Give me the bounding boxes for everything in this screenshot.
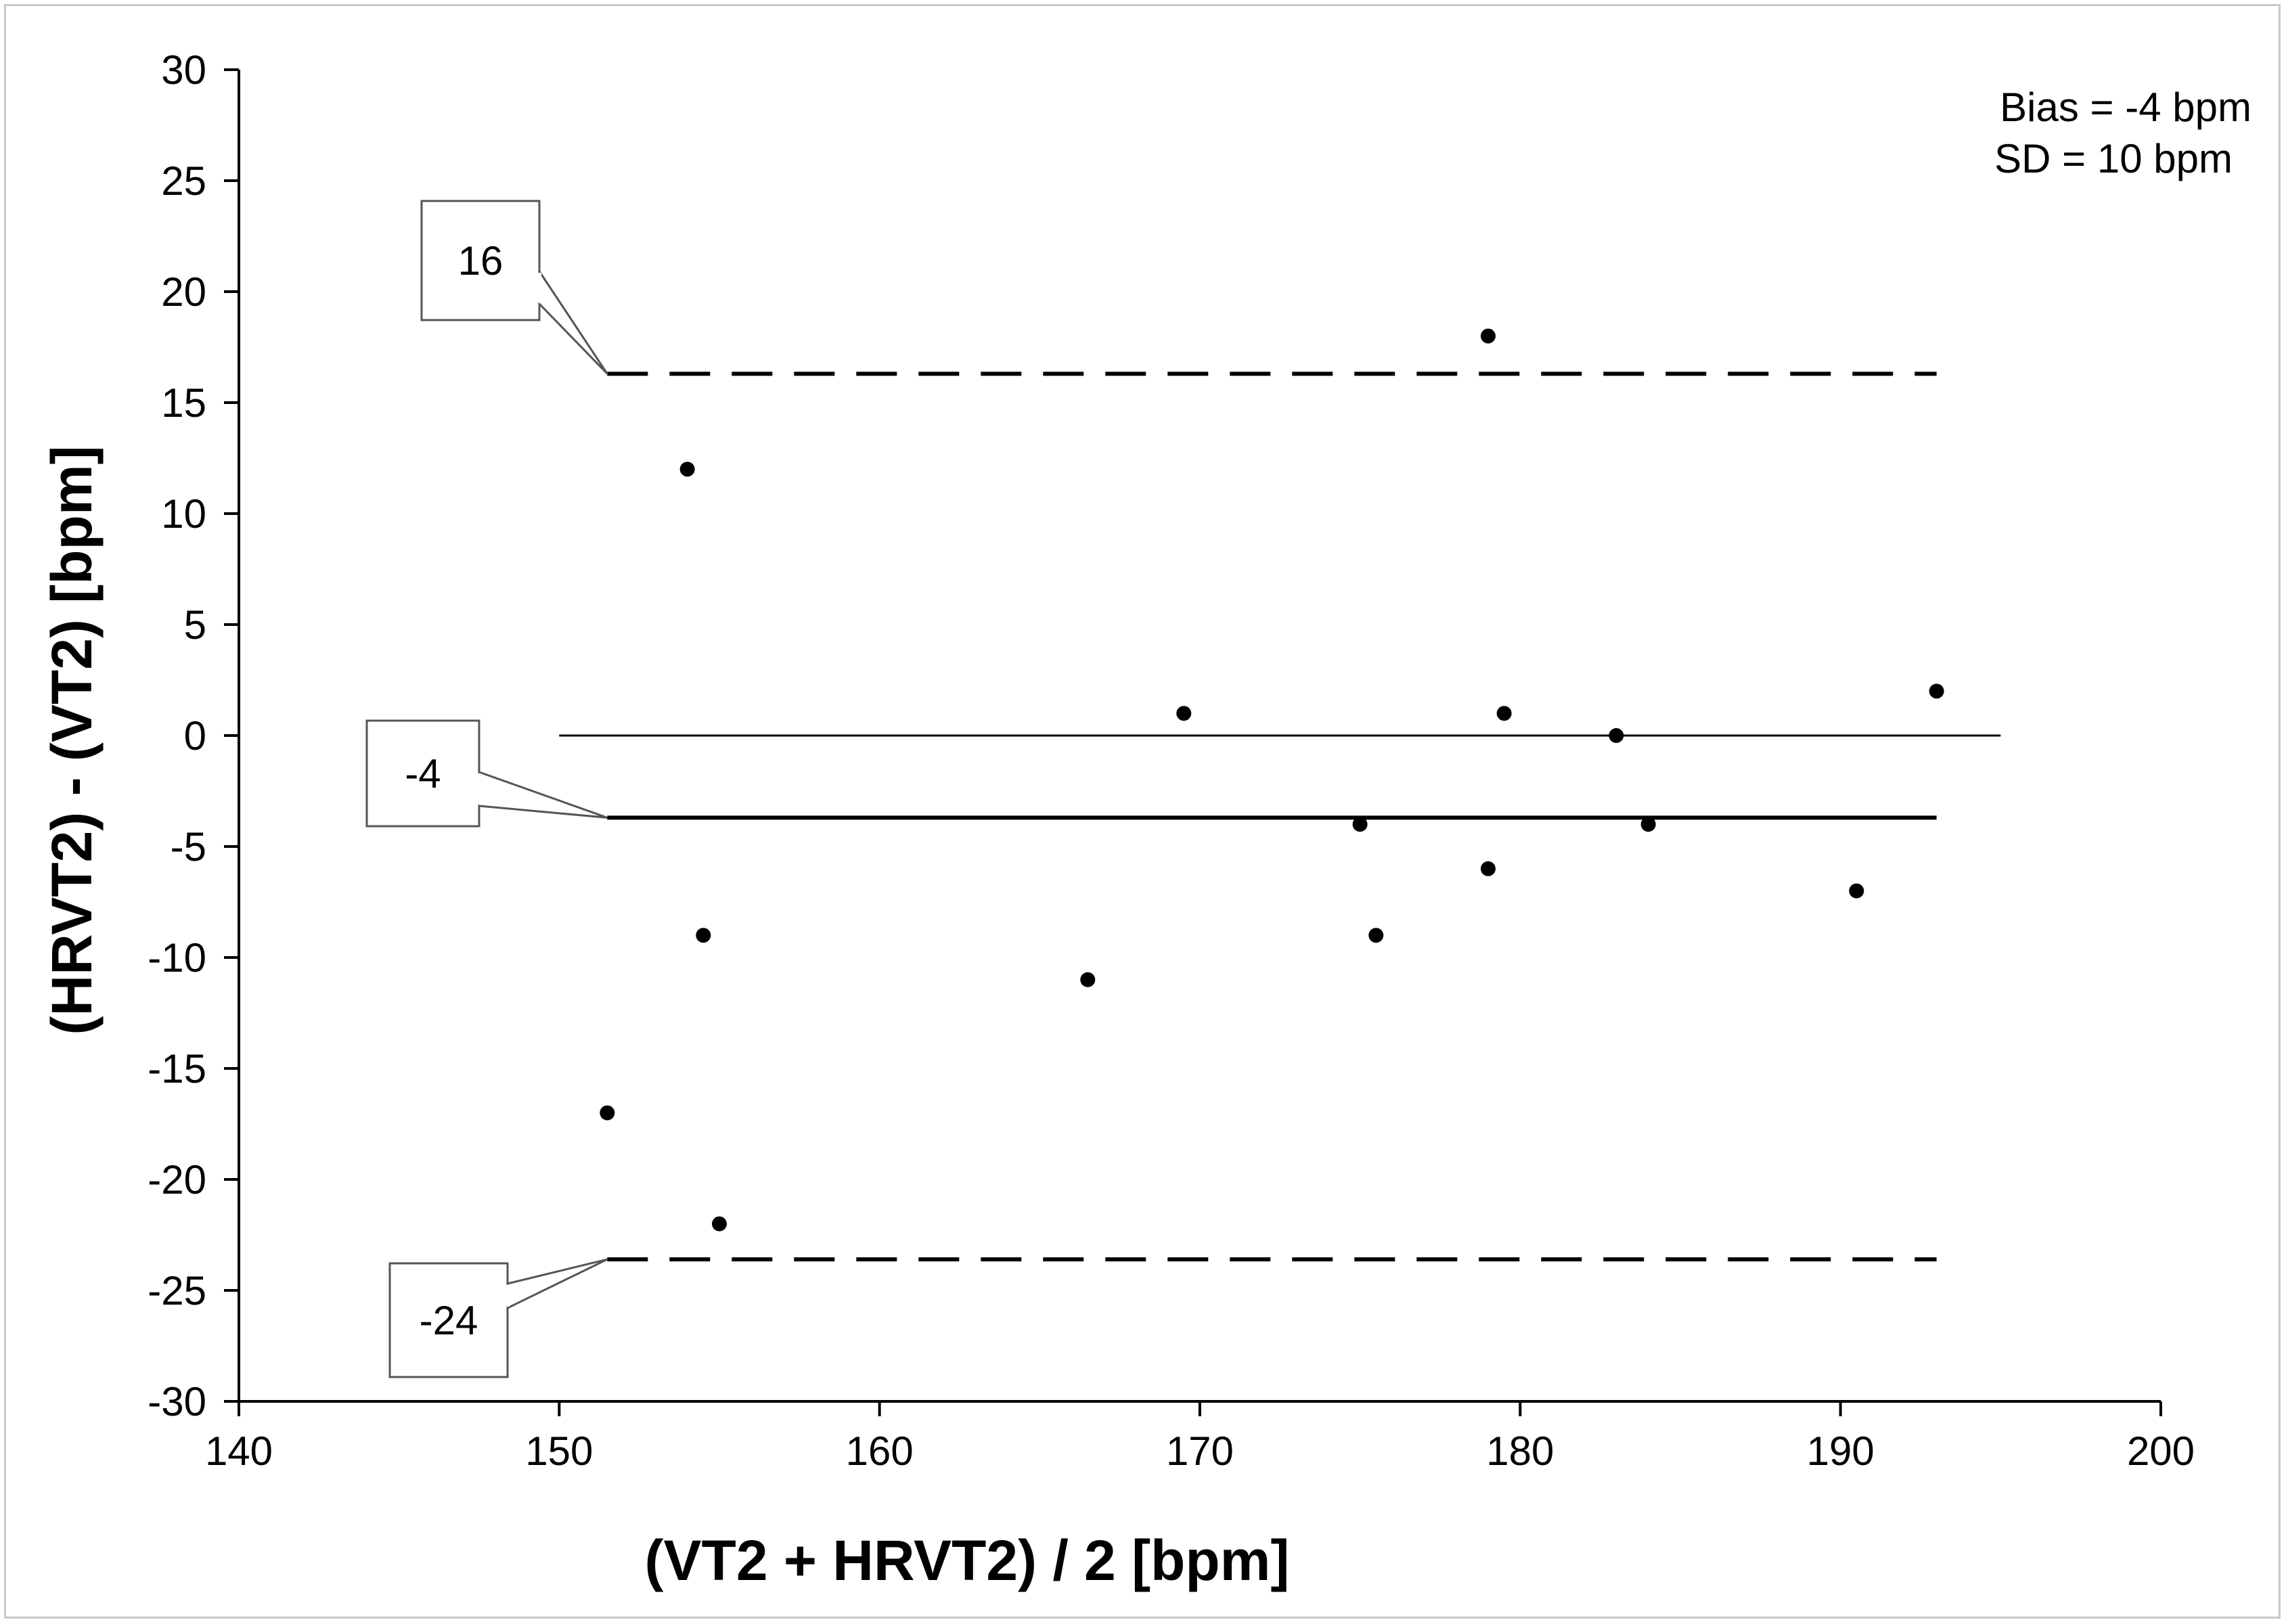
callout-pointer-bias: [478, 771, 608, 819]
callout-box-lower-loa: [388, 1262, 509, 1378]
y-tick-label-0: 0: [184, 713, 206, 759]
x-tick-label-160: 160: [846, 1428, 914, 1474]
data-point-10: [1496, 706, 1512, 721]
sd-annotation: SD = 10 bpm: [1994, 136, 2233, 181]
y-tick-label--25: -25: [148, 1268, 206, 1313]
x-tick-label-140: 140: [205, 1428, 273, 1474]
callout-pointer-upper-loa: [538, 271, 608, 375]
y-tick-label--10: -10: [148, 935, 206, 980]
callout-box-bias: [365, 719, 480, 828]
bias-annotation: Bias = -4 bpm: [2000, 85, 2251, 130]
y-tick-label-20: 20: [161, 269, 206, 315]
data-points: [600, 328, 1944, 1232]
x-tick-label-170: 170: [1166, 1428, 1234, 1474]
x-axis-title: (VT2 + HRVT2) / 2 [bpm]: [645, 1529, 1290, 1592]
callout-label-lower-loa: -24: [420, 1298, 478, 1343]
y-tick-label--30: -30: [148, 1379, 206, 1424]
data-point-11: [1609, 728, 1624, 743]
callout-label-bias: -4: [405, 751, 441, 796]
callout-box-upper-loa: [420, 200, 541, 321]
figure-frame: 30 25 20 15 10 5 0 -5 -10 -15 -20 -25 -30 140 150 160 17…: [4, 4, 2281, 1619]
data-point-13: [1849, 883, 1864, 899]
data-point-5: [1176, 706, 1192, 721]
callout-pointer-lower-loa: [507, 1258, 608, 1309]
reference-lines: [559, 371, 2001, 1262]
data-point-2: [696, 928, 711, 943]
data-point-7: [1368, 928, 1384, 943]
callout-label-upper-loa: 16: [458, 238, 503, 284]
data-point-8: [1481, 328, 1496, 344]
y-tick-label-25: 25: [161, 158, 206, 204]
y-tick-label-5: 5: [184, 602, 206, 648]
y-tick-label-10: 10: [161, 491, 206, 537]
data-point-0: [600, 1105, 615, 1121]
y-tick-label--5: -5: [171, 824, 206, 870]
y-tick-label--15: -15: [148, 1046, 206, 1091]
data-point-6: [1352, 817, 1368, 832]
data-point-9: [1481, 861, 1496, 876]
x-tick-label-190: 190: [1807, 1428, 1875, 1474]
x-tick-label-180: 180: [1486, 1428, 1554, 1474]
data-point-3: [712, 1216, 727, 1232]
callouts: -4 16 -24: [365, 200, 608, 1378]
x-tick-label-200: 200: [2127, 1428, 2195, 1474]
y-tick-label--20: -20: [148, 1157, 206, 1202]
data-point-4: [1080, 972, 1096, 987]
data-point-12: [1640, 817, 1656, 832]
data-point-1: [679, 461, 695, 477]
y-tick-label-30: 30: [161, 47, 206, 93]
y-axis-title: (HRVT2) - (VT2) [bpm]: [40, 445, 104, 1035]
y-tick-label-15: 15: [161, 380, 206, 426]
data-point-14: [1929, 683, 1944, 699]
x-tick-label-150: 150: [525, 1428, 593, 1474]
